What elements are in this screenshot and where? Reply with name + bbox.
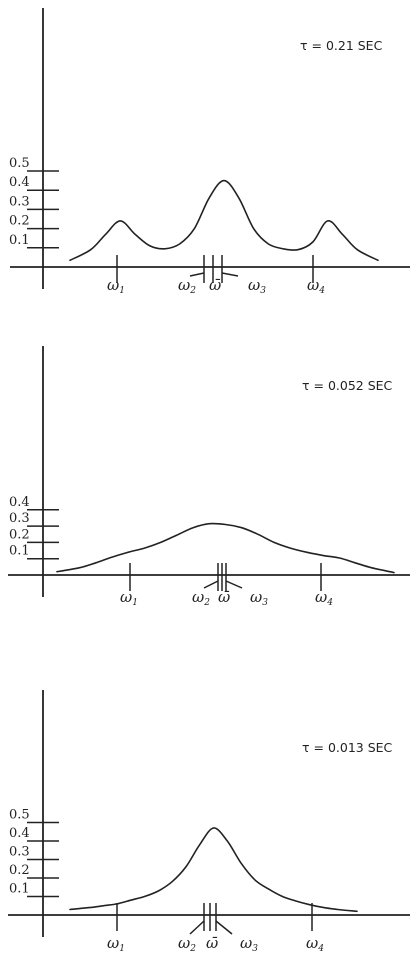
x-mark-subscript: 2 bbox=[189, 286, 196, 296]
chart-panel-1: 0.1 0.2 0.3 0.4 0.5 τ = 0.21 SEC ω1 ω2 ω̄ ω3 ω4 bbox=[9, 8, 410, 296]
x-mark-label: ω1 bbox=[107, 934, 125, 954]
x-mark-label: ω4 bbox=[307, 276, 325, 296]
x-mark-label: ω4 bbox=[315, 588, 333, 608]
x-mark-label: ω̄ bbox=[218, 588, 230, 606]
x-mark-label: ω1 bbox=[107, 276, 125, 296]
x-mark-subscript: 2 bbox=[203, 598, 210, 608]
x-mark-label: ω2 bbox=[192, 588, 210, 608]
tau-annotation: τ = 0.013 SEC bbox=[302, 740, 393, 755]
leader-line bbox=[225, 580, 243, 589]
x-mark-label: ω1 bbox=[120, 588, 138, 608]
x-mark-subscript: 2 bbox=[189, 944, 196, 954]
y-tick-label: 0.2 bbox=[9, 214, 30, 229]
y-tick-label: 0.1 bbox=[9, 233, 30, 248]
spectrum-curve bbox=[69, 827, 358, 913]
x-mark-subscript: 1 bbox=[119, 944, 125, 954]
y-tick-label: 0.2 bbox=[9, 527, 30, 542]
tau-annotation: τ = 0.21 SEC bbox=[300, 38, 383, 53]
x-mark-subscript: 3 bbox=[252, 944, 258, 954]
chart-panel-3: 0.1 0.2 0.3 0.4 0.5 τ = 0.013 SEC ω1 ω2 ω̄ ω3 ω4 bbox=[8, 690, 410, 954]
x-mark-label: ω3 bbox=[248, 276, 266, 296]
y-tick-label: 0.5 bbox=[9, 156, 30, 171]
x-mark-subscript: 3 bbox=[260, 286, 266, 296]
y-tick-label: 0.3 bbox=[9, 511, 30, 526]
x-mark-label: ω3 bbox=[250, 588, 268, 608]
y-tick-label: 0.1 bbox=[9, 882, 30, 897]
chart-panel-2: 0.1 0.20.30.4 τ = 0.052 SEC ω1 ω2 ω̄ ω3 ω4 bbox=[8, 346, 410, 608]
x-mark-subscript: 4 bbox=[318, 286, 325, 296]
y-tick-label: 0.4 bbox=[9, 826, 30, 841]
y-tick-label: 0.2 bbox=[9, 863, 30, 878]
y-tick-label: 0.1 bbox=[9, 544, 30, 559]
spectrum-curve bbox=[69, 179, 379, 262]
x-mark-subscript: 4 bbox=[317, 944, 324, 954]
x-mark-label: ω̄ bbox=[206, 934, 218, 952]
x-mark-label: ω4 bbox=[306, 934, 324, 954]
leader-line bbox=[189, 920, 205, 935]
x-mark-label: ω3 bbox=[240, 934, 258, 954]
y-tick-label: 0.4 bbox=[9, 175, 30, 190]
spectrum-curve bbox=[56, 522, 395, 574]
x-mark-label: ω2 bbox=[178, 934, 196, 954]
y-tick-label: 0.5 bbox=[9, 808, 30, 823]
x-mark-subscript: 1 bbox=[119, 286, 125, 296]
leader-line bbox=[189, 272, 205, 277]
y-tick-label: 0.3 bbox=[9, 845, 30, 860]
leader-line bbox=[215, 920, 233, 935]
y-tick-label: 0.3 bbox=[9, 194, 30, 209]
x-mark-label: ω2 bbox=[178, 276, 196, 296]
y-tick-label: 0.4 bbox=[9, 495, 30, 510]
leader-line bbox=[203, 580, 219, 589]
x-mark-subscript: 4 bbox=[326, 598, 333, 608]
leader-line bbox=[221, 272, 239, 277]
tau-annotation: τ = 0.052 SEC bbox=[302, 378, 393, 393]
x-mark-subscript: 1 bbox=[132, 598, 138, 608]
x-mark-label: ω̄ bbox=[209, 276, 221, 294]
x-mark-subscript: 3 bbox=[262, 598, 268, 608]
